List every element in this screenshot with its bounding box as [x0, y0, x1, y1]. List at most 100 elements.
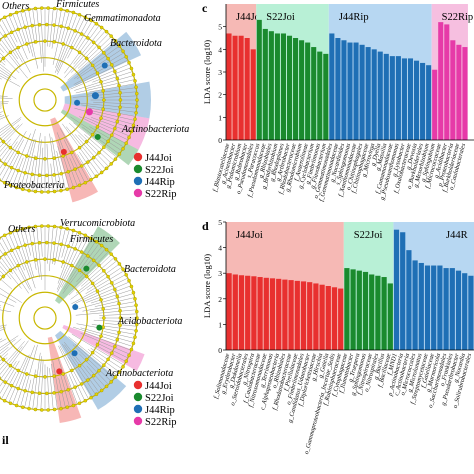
- clado-node: [33, 224, 38, 229]
- clado-branch: [52, 10, 66, 65]
- lda-bar: [338, 288, 344, 350]
- clado-branch: [0, 361, 17, 387]
- clado-branch: [0, 278, 13, 290]
- clado-branch: [0, 37, 22, 68]
- clado-branch: [80, 327, 134, 343]
- clado-node: [135, 91, 139, 96]
- clado-node: [104, 29, 109, 34]
- clado-node: [3, 252, 7, 256]
- clado-branch: [58, 345, 86, 401]
- clado-branch: [0, 270, 6, 277]
- lda-bar: [387, 283, 393, 350]
- clado-node: [90, 350, 95, 355]
- clado-branch: [86, 267, 122, 291]
- lda-bar: [401, 58, 407, 140]
- clado-node: [97, 368, 101, 373]
- clado-branch: [85, 285, 132, 303]
- clado-node: [46, 408, 50, 412]
- y-tick-label: 0: [218, 136, 222, 145]
- clado-node: [121, 49, 125, 53]
- lda-bar: [274, 33, 280, 140]
- clado-branch: [74, 71, 133, 91]
- biomarker-node: [83, 265, 90, 272]
- clado-node: [25, 372, 29, 376]
- clado-node: [86, 378, 90, 382]
- lda-chart-d: J44Joi S22Joi J44Rf_Solimonadaceaeg_Erythr…: [202, 218, 474, 455]
- clado-node: [9, 248, 14, 253]
- clado-branch: [0, 266, 12, 280]
- clado-branch: [16, 230, 36, 289]
- lda-bar: [313, 283, 319, 350]
- clado-node: [131, 341, 136, 346]
- lda-bar: [269, 278, 276, 350]
- clado-branch: [93, 319, 137, 323]
- clado-node: [118, 105, 122, 110]
- clado-branch: [86, 365, 106, 388]
- clado-branch: [79, 151, 96, 177]
- clado-node: [91, 258, 96, 263]
- clado-node: [52, 40, 56, 44]
- clado-branch: [69, 238, 93, 277]
- clado-branch: [46, 143, 50, 192]
- lda-bar: [325, 286, 331, 350]
- clado-branch: [12, 345, 35, 405]
- clado-branch: [72, 344, 112, 382]
- clado-node: [71, 185, 76, 190]
- clado-node: [8, 230, 13, 235]
- biomarker-node: [96, 324, 103, 331]
- clado-branch: [0, 63, 13, 74]
- lda-bar: [268, 31, 274, 141]
- clado-branch: [1, 18, 31, 73]
- clado-branch: [67, 39, 115, 81]
- clado-ring: [33, 306, 57, 330]
- clado-branch: [81, 257, 115, 287]
- clado-branch: [65, 374, 78, 405]
- clado-node: [71, 228, 76, 233]
- clado-branch: [74, 107, 134, 125]
- clado-node: [66, 244, 71, 249]
- clado-node: [33, 6, 38, 11]
- clado-node: [113, 287, 117, 292]
- clado-branch: [0, 143, 11, 157]
- clado-node: [9, 165, 14, 170]
- clado-branch: [100, 95, 137, 98]
- clado-node: [97, 150, 101, 155]
- clado-node: [59, 406, 63, 411]
- clado-branch: [0, 117, 22, 134]
- taxon-label-gemmatimonadota: Gemmatimonadota: [84, 13, 161, 24]
- clado-branch: [88, 107, 136, 117]
- clado-branch: [91, 117, 132, 133]
- legend-swatch: [133, 416, 143, 426]
- clado-node: [117, 330, 121, 335]
- biomarker-node: [91, 92, 99, 100]
- clado-node: [129, 347, 134, 352]
- clado-node: [2, 233, 7, 238]
- clado-branch: [74, 277, 128, 304]
- lda-bar: [347, 42, 353, 140]
- legend-label: S22Rip: [145, 189, 177, 200]
- clado-node: [99, 80, 103, 84]
- clado-node: [46, 6, 50, 10]
- clado-branch: [59, 345, 89, 400]
- clado-branch: [57, 146, 70, 189]
- clado-branch: [59, 372, 70, 407]
- clado-node: [30, 172, 35, 177]
- clado-branch: [0, 123, 10, 131]
- clado-node: [79, 382, 84, 386]
- clado-node: [118, 90, 122, 95]
- clado-branch: [4, 235, 33, 292]
- legend-swatch: [133, 164, 143, 174]
- clado-branch: [0, 115, 9, 120]
- lda-bar: [356, 270, 362, 350]
- clado-branch: [77, 154, 93, 180]
- clado-node: [99, 243, 104, 248]
- lda-bar: [371, 49, 377, 141]
- lda-bar: [286, 35, 293, 140]
- clado-node: [101, 89, 105, 93]
- clado-node: [3, 162, 7, 166]
- clado-node: [1, 357, 6, 362]
- clado-node: [97, 263, 101, 268]
- lda-bar: [335, 38, 341, 140]
- clado-branch: [64, 344, 100, 393]
- clado-branch: [85, 75, 134, 89]
